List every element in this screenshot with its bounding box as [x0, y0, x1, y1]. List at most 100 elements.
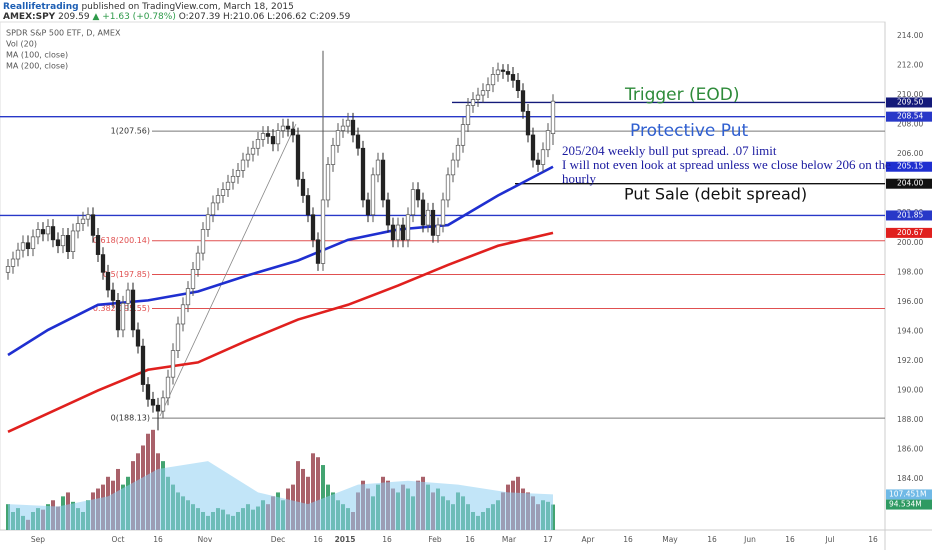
candle-body — [275, 130, 281, 145]
candle-body — [390, 224, 396, 241]
x-tick-label: 16 — [623, 535, 633, 544]
x-tick-label: Dec — [271, 535, 286, 544]
fib-label: 0.618(200.14) — [93, 236, 150, 245]
x-tick-label: 16 — [153, 535, 163, 544]
x-tick-label: Oct — [112, 535, 125, 544]
x-tick-label: Mar — [502, 535, 517, 544]
y-tick-label: 210.00 — [897, 90, 923, 99]
candle-body — [215, 195, 221, 204]
candle-body — [40, 229, 46, 235]
candle-body — [330, 144, 336, 165]
candle-body — [75, 223, 81, 232]
candle-body — [405, 214, 411, 241]
ohlc: O:207.39 H:210.06 L:206.62 C:209.59 — [179, 12, 351, 22]
x-tick-label: 17 — [543, 535, 553, 544]
candle-body — [475, 94, 481, 100]
x-tick-label: May — [662, 535, 678, 544]
volume-label-bg — [886, 489, 932, 500]
candle-body — [255, 139, 261, 149]
candle-body — [195, 252, 201, 270]
candle-body — [165, 376, 171, 399]
level-label-bg — [886, 97, 932, 108]
candle-body — [30, 236, 36, 250]
y-tick-label: 212.00 — [897, 61, 923, 70]
candle-body — [210, 202, 216, 216]
x-tick-label: 16 — [382, 535, 392, 544]
candle-body — [530, 134, 536, 161]
candle-body — [335, 130, 341, 146]
candle-body — [155, 404, 161, 412]
candle-body — [520, 90, 526, 112]
candle-body — [395, 224, 401, 241]
candle-body — [290, 128, 296, 136]
candle-body — [345, 119, 351, 127]
candle-body — [125, 289, 131, 304]
candle-body — [280, 125, 286, 131]
candle-body — [325, 164, 331, 201]
legend-ma200: MA (200, close) — [6, 62, 68, 71]
candle-body — [295, 134, 301, 180]
candle-body — [380, 159, 386, 201]
candle-body — [450, 159, 456, 176]
y-tick-label: 208.00 — [897, 120, 923, 129]
candle-body — [130, 289, 136, 331]
candle-body — [185, 288, 191, 306]
candle-body — [350, 119, 356, 136]
y-tick-label: 186.00 — [897, 445, 923, 454]
y-tick-label: 192.00 — [897, 356, 923, 365]
candle-body — [305, 195, 311, 216]
volume-label: 107.451M — [889, 489, 927, 498]
x-tick-label: Apr — [582, 535, 596, 544]
candle-body — [495, 69, 501, 75]
author[interactable]: Reallifetrading — [3, 2, 79, 12]
candle-body — [505, 71, 511, 75]
x-tick-label: 16 — [785, 535, 795, 544]
annotation: hourly — [562, 171, 596, 186]
candle-body — [150, 398, 156, 406]
y-tick-label: 194.00 — [897, 326, 923, 335]
y-tick-label: 184.00 — [897, 474, 923, 483]
candle-body — [200, 229, 206, 254]
annotation: Protective Put — [630, 121, 748, 141]
candle-body — [270, 136, 276, 145]
x-tick-label: 16 — [868, 535, 878, 544]
y-tick-label: 190.00 — [897, 385, 923, 394]
candle-body — [90, 214, 96, 236]
candle-body — [50, 226, 56, 241]
candle-body — [180, 304, 186, 325]
volume-label: 94.534M — [889, 500, 922, 509]
y-tick-label: 198.00 — [897, 267, 923, 276]
candle-body — [365, 199, 371, 216]
candle-body — [85, 214, 91, 220]
candle-body — [145, 384, 151, 400]
moving-average — [7, 231, 554, 433]
header-line: Reallifetrading published on TradingView… — [3, 2, 294, 12]
y-tick-label: 188.00 — [897, 415, 923, 424]
candle-body — [80, 218, 86, 224]
candle-body — [235, 170, 241, 177]
volume-ma-area — [8, 461, 553, 530]
volume-bar — [316, 457, 320, 530]
candle-body — [55, 239, 61, 247]
ma-label-bg — [886, 227, 932, 238]
candle-body — [20, 242, 26, 251]
ma-label: 205.15 — [897, 162, 923, 171]
candle-body — [430, 209, 436, 236]
candle-body — [360, 147, 366, 201]
candle-body — [245, 153, 251, 161]
ma-label: 200.67 — [897, 228, 923, 237]
candle-body — [490, 74, 496, 86]
candle-body — [420, 199, 426, 226]
change: ▲ +1.63 (+0.78%) — [92, 12, 175, 22]
candle-body — [385, 199, 391, 226]
x-tick-label: Jun — [743, 535, 756, 544]
candle-body — [120, 302, 126, 331]
candle-body — [400, 224, 406, 241]
candle-body — [95, 235, 101, 255]
annotation: 205/204 weekly bull put spread. .07 limi… — [562, 143, 777, 158]
fib-label: 0.5(197.85) — [103, 270, 150, 279]
candle-body — [70, 230, 76, 252]
candle-body — [340, 125, 346, 131]
candle-body — [315, 239, 321, 264]
candle-body — [300, 178, 306, 196]
